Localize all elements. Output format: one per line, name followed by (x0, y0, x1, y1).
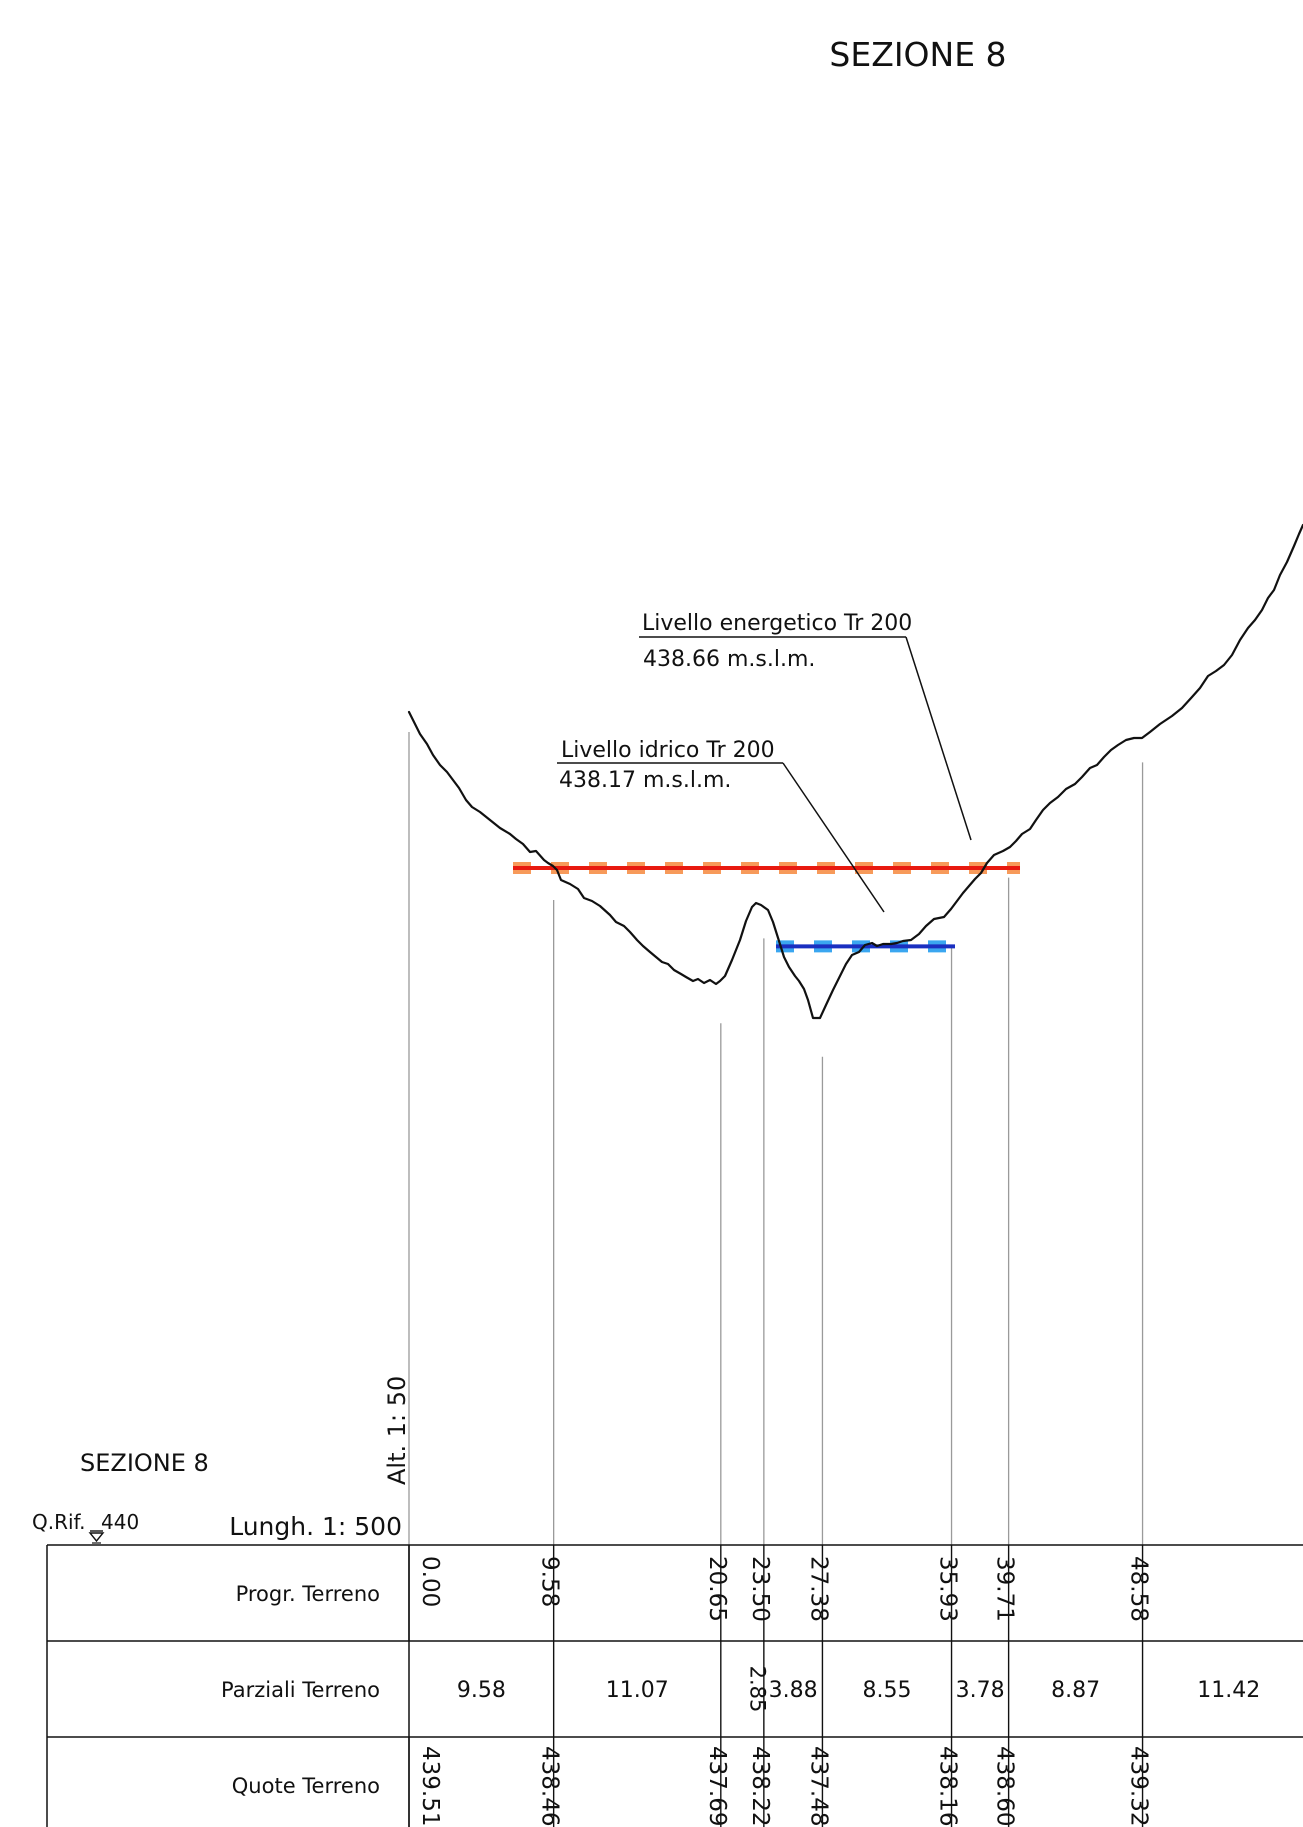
parz-value: 8.87 (1051, 1678, 1100, 1703)
triangle-icon (88, 1532, 105, 1543)
row-label-quote: Quote Terreno (232, 1774, 380, 1798)
quote-value: 437.48 (805, 1746, 831, 1826)
quote-value: 438.22 (747, 1746, 773, 1826)
quote-value: 438.16 (935, 1746, 961, 1826)
section-title: SEZIONE 8 (829, 35, 1006, 74)
progr-value: 0.00 (417, 1556, 443, 1607)
progr-value: 23.50 (747, 1556, 773, 1622)
energy-level-callout: Livello energetico Tr 200 438.66 m.s.l.m… (639, 611, 972, 841)
parz-value: 8.55 (862, 1678, 911, 1703)
quote-value: 437.69 (704, 1746, 730, 1826)
quote-value: 439.32 (1126, 1746, 1152, 1826)
parz-value: 3.78 (956, 1678, 1005, 1703)
side-title: SEZIONE 8 (80, 1449, 209, 1477)
quote-value: 439.51 (417, 1746, 443, 1826)
progr-value: 9.58 (537, 1556, 563, 1607)
data-table: Progr. Terreno Parziali Terreno Quote Terr… (46, 1544, 1303, 1827)
parz-value: 9.58 (457, 1678, 506, 1703)
progr-value: 27.38 (805, 1556, 831, 1622)
energy-level-label: Livello energetico Tr 200 (642, 611, 912, 636)
reference-value: 440 (101, 1510, 139, 1534)
quote-value: 438.46 (537, 1746, 563, 1826)
parz-value: 3.88 (769, 1678, 818, 1703)
progr-value: 20.65 (704, 1556, 730, 1622)
energy-level-value: 438.66 m.s.l.m. (643, 647, 815, 672)
ground-profile (407, 523, 1303, 1020)
water-level-label: Livello idrico Tr 200 (561, 738, 775, 763)
progr-value: 35.93 (935, 1556, 961, 1622)
progr-value: 39.71 (992, 1556, 1018, 1622)
reference-marker: Q.Rif. 440 (32, 1510, 139, 1544)
horizontal-scale: Lungh. 1: 500 (229, 1512, 402, 1541)
water-level-value: 438.17 m.s.l.m. (559, 768, 731, 793)
quote-value: 438.60 (992, 1746, 1018, 1826)
progr-value: 48.58 (1126, 1556, 1152, 1622)
reference-label: Q.Rif. (32, 1510, 86, 1534)
parz-value: 2.85 (745, 1666, 769, 1713)
quote-value: 440.80 (1298, 1746, 1303, 1826)
water-levels (513, 862, 1020, 953)
progr-value: 60.00 (1298, 1556, 1303, 1622)
row-label-progr: Progr. Terreno (236, 1582, 380, 1606)
row-label-parz: Parziali Terreno (221, 1678, 380, 1702)
parz-value: 11.42 (1197, 1678, 1260, 1703)
vertical-scale: Alt. 1: 50 (383, 1376, 411, 1485)
station-lines (408, 732, 1144, 1545)
water-level-callout: Livello idrico Tr 200 438.17 m.s.l.m. (557, 738, 885, 913)
parz-value: 11.07 (606, 1678, 669, 1703)
